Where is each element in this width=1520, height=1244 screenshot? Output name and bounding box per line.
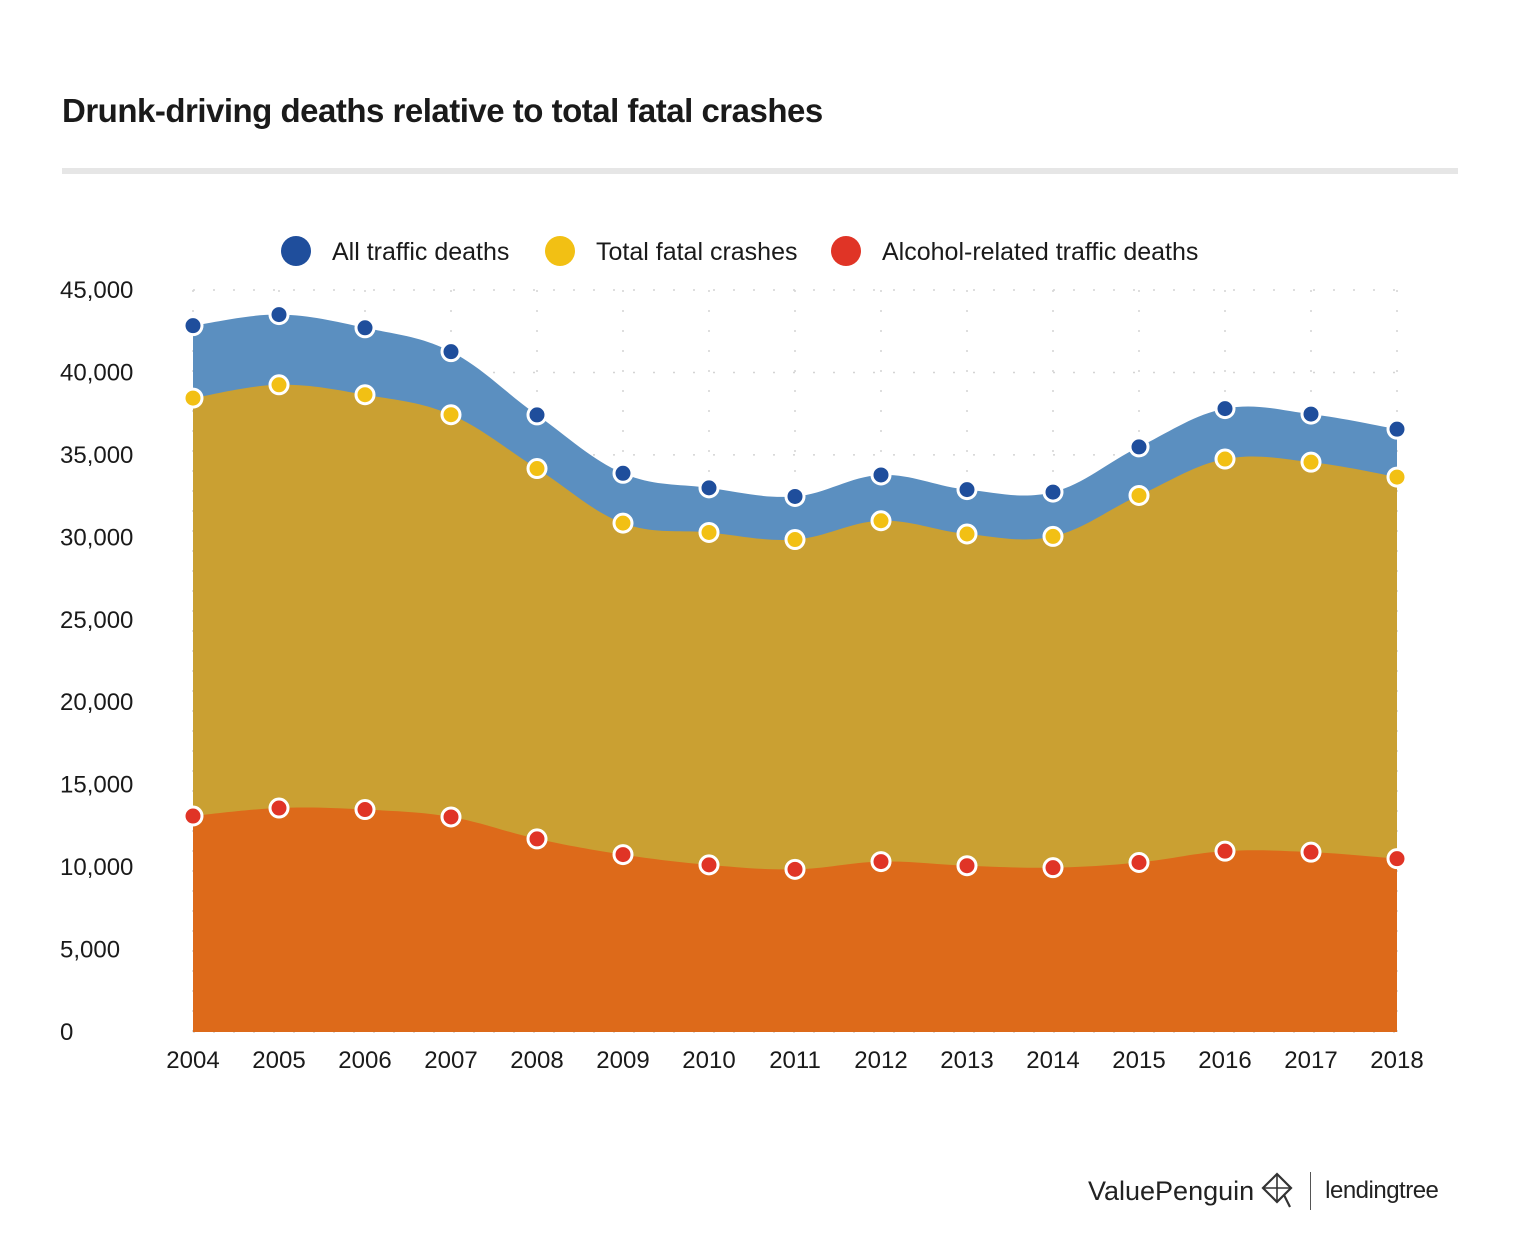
x-tick-label: 2010 [682,1047,735,1074]
marker-total-fatal-crashes-2011[interactable] [784,529,806,551]
legend-marker-all-traffic-deaths [281,236,311,266]
valuepenguin-logo-icon [1261,1172,1293,1208]
marker-total-fatal-crashes-2007[interactable] [440,404,462,426]
x-tick-label: 2018 [1370,1047,1423,1074]
x-tick-label: 2006 [338,1047,391,1074]
marker-total-fatal-crashes-2015[interactable] [1128,484,1150,506]
marker-total-fatal-crashes-2010[interactable] [698,521,720,543]
marker-alcohol-related-traffic-deaths-2012[interactable] [870,851,892,873]
legend: All traffic deaths Total fatal crashes Alc… [281,236,1198,266]
valuepenguin-wordmark: ValuePenguin [1088,1175,1255,1206]
marker-all-traffic-deaths-2008[interactable] [526,404,548,426]
marker-all-traffic-deaths-2011[interactable] [784,485,806,507]
marker-total-fatal-crashes-2012[interactable] [870,510,892,532]
x-tick-label: 2005 [252,1047,305,1074]
x-tick-label: 2011 [769,1047,821,1074]
marker-all-traffic-deaths-2004[interactable] [182,315,204,337]
x-tick-label: 2015 [1112,1047,1165,1074]
chart-title: Drunk-driving deaths relative to total f… [62,92,823,129]
y-tick-label: 15,000 [60,772,133,799]
marker-total-fatal-crashes-2008[interactable] [526,458,548,480]
marker-alcohol-related-traffic-deaths-2009[interactable] [612,844,634,866]
legend-label-total-fatal-crashes: Total fatal crashes [596,238,798,266]
marker-alcohol-related-traffic-deaths-2014[interactable] [1042,857,1064,879]
footer-branding: ValuePenguin lendingtree [1088,1166,1439,1216]
marker-all-traffic-deaths-2018[interactable] [1386,418,1408,440]
marker-all-traffic-deaths-2009[interactable] [612,462,634,484]
x-axis-ticks: 2004 2005 2006 2007 2008 2009 2010 2011 2012 2013… [166,1047,1423,1074]
x-tick-label: 2017 [1284,1047,1337,1074]
marker-all-traffic-deaths-2007[interactable] [440,341,462,363]
legend-marker-alcohol-related-traffic-deaths [831,236,861,266]
marker-total-fatal-crashes-2014[interactable] [1042,525,1064,547]
marker-alcohol-related-traffic-deaths-2011[interactable] [784,858,806,880]
marker-all-traffic-deaths-2010[interactable] [698,477,720,499]
marker-all-traffic-deaths-2006[interactable] [354,317,376,339]
x-tick-label: 2009 [596,1047,649,1074]
marker-all-traffic-deaths-2013[interactable] [956,479,978,501]
x-tick-label: 2012 [854,1047,907,1074]
legend-marker-total-fatal-crashes [545,236,575,266]
marker-total-fatal-crashes-2018[interactable] [1386,466,1408,488]
y-tick-label: 10,000 [60,854,133,881]
x-tick-label: 2008 [510,1047,563,1074]
y-tick-label: 0 [60,1019,73,1046]
title-divider [62,168,1458,174]
footer-separator [1310,1172,1312,1210]
marker-total-fatal-crashes-2016[interactable] [1214,448,1236,470]
marker-alcohol-related-traffic-deaths-2007[interactable] [440,806,462,828]
marker-alcohol-related-traffic-deaths-2013[interactable] [956,855,978,877]
marker-alcohol-related-traffic-deaths-2017[interactable] [1300,841,1322,863]
marker-all-traffic-deaths-2017[interactable] [1300,403,1322,425]
x-tick-label: 2004 [166,1047,219,1074]
marker-alcohol-related-traffic-deaths-2006[interactable] [354,799,376,821]
marker-total-fatal-crashes-2009[interactable] [612,512,634,534]
series-areas [193,314,1397,1032]
marker-alcohol-related-traffic-deaths-2010[interactable] [698,854,720,876]
marker-alcohol-related-traffic-deaths-2018[interactable] [1386,848,1408,870]
y-tick-label: 5,000 [60,937,120,964]
x-tick-label: 2007 [424,1047,477,1074]
marker-alcohol-related-traffic-deaths-2005[interactable] [268,797,290,819]
marker-total-fatal-crashes-2013[interactable] [956,523,978,545]
marker-alcohol-related-traffic-deaths-2016[interactable] [1214,840,1236,862]
area-chart: 0 5,000 10,000 15,000 20,000 25,000 30,000 35,0… [60,236,1424,1074]
y-tick-label: 20,000 [60,689,133,716]
y-tick-label: 40,000 [60,359,133,386]
marker-alcohol-related-traffic-deaths-2008[interactable] [526,828,548,850]
legend-label-alcohol-related-traffic-deaths: Alcohol-related traffic deaths [882,238,1198,266]
y-tick-label: 25,000 [60,607,133,634]
y-tick-label: 30,000 [60,524,133,551]
series-markers [182,304,1408,880]
lendingtree-wordmark: lendingtree [1325,1177,1439,1204]
marker-total-fatal-crashes-2004[interactable] [182,387,204,409]
x-tick-label: 2014 [1026,1047,1079,1074]
legend-label-all-traffic-deaths: All traffic deaths [332,238,509,266]
marker-all-traffic-deaths-2012[interactable] [870,464,892,486]
marker-total-fatal-crashes-2005[interactable] [268,374,290,396]
marker-all-traffic-deaths-2005[interactable] [268,304,290,326]
marker-alcohol-related-traffic-deaths-2004[interactable] [182,805,204,827]
marker-alcohol-related-traffic-deaths-2015[interactable] [1128,851,1150,873]
marker-total-fatal-crashes-2006[interactable] [354,384,376,406]
marker-all-traffic-deaths-2014[interactable] [1042,481,1064,503]
marker-all-traffic-deaths-2016[interactable] [1214,398,1236,420]
x-tick-label: 2016 [1198,1047,1251,1074]
y-tick-label: 45,000 [60,277,133,304]
area-alcohol-related-traffic-deaths [193,807,1397,1032]
x-tick-label: 2013 [940,1047,993,1074]
y-tick-label: 35,000 [60,442,133,469]
y-axis-ticks: 0 5,000 10,000 15,000 20,000 25,000 30,000 35,0… [60,277,133,1046]
marker-total-fatal-crashes-2017[interactable] [1300,451,1322,473]
marker-all-traffic-deaths-2015[interactable] [1128,436,1150,458]
